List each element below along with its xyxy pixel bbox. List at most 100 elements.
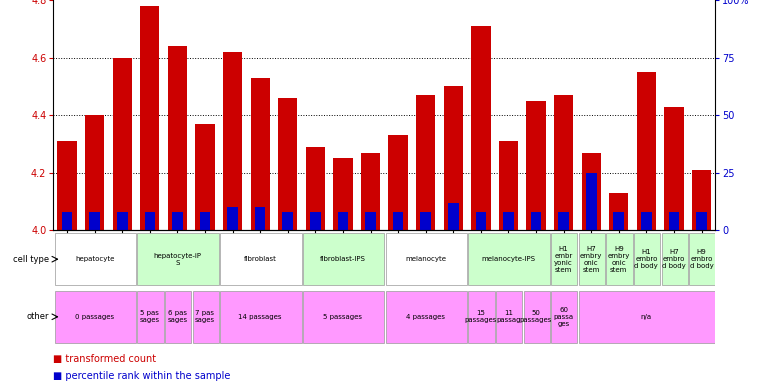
Bar — [303, 233, 384, 285]
Text: 50
passages: 50 passages — [520, 310, 552, 323]
Bar — [228, 207, 238, 230]
Bar — [530, 212, 541, 230]
Bar — [278, 98, 298, 230]
Bar — [692, 170, 712, 230]
Text: H7
embro
d body: H7 embro d body — [662, 249, 686, 269]
Bar — [498, 141, 518, 230]
Bar — [310, 212, 320, 230]
Bar — [527, 101, 546, 230]
Bar — [338, 212, 349, 230]
Bar — [579, 233, 605, 285]
Bar — [664, 107, 683, 230]
Bar — [469, 233, 549, 285]
Bar — [609, 193, 629, 230]
Bar — [89, 212, 100, 230]
Bar — [145, 212, 155, 230]
Bar — [85, 115, 104, 230]
Bar — [386, 233, 467, 285]
Bar — [448, 203, 459, 230]
Text: hepatocyte: hepatocyte — [75, 256, 114, 262]
Bar — [220, 233, 301, 285]
Text: H9
embro
d body: H9 embro d body — [689, 249, 713, 269]
Bar — [62, 212, 72, 230]
Bar — [138, 291, 164, 343]
Text: H7
embry
onic
stem: H7 embry onic stem — [580, 246, 603, 273]
Text: 0 passages: 0 passages — [75, 314, 114, 320]
Text: cell type: cell type — [14, 255, 49, 264]
Bar — [586, 173, 597, 230]
Text: ■ transformed count: ■ transformed count — [53, 354, 157, 364]
Bar — [113, 58, 132, 230]
Text: 60
passa
ges: 60 passa ges — [553, 307, 574, 327]
Bar — [469, 291, 495, 343]
Bar — [55, 291, 136, 343]
Bar — [476, 212, 486, 230]
Bar — [551, 233, 578, 285]
Bar — [388, 135, 408, 230]
Bar — [524, 291, 549, 343]
Bar — [444, 86, 463, 230]
Bar — [282, 212, 293, 230]
Text: H9
embry
onic
stem: H9 embry onic stem — [607, 246, 630, 273]
Bar — [641, 212, 651, 230]
Text: 4 passages: 4 passages — [406, 314, 445, 320]
Bar — [172, 212, 183, 230]
Bar — [55, 233, 136, 285]
Text: melanocyte: melanocyte — [405, 256, 446, 262]
Text: H1
embro
d body: H1 embro d body — [635, 249, 658, 269]
Bar — [634, 233, 660, 285]
Text: 7 pas
sages: 7 pas sages — [195, 310, 215, 323]
Bar — [579, 291, 715, 343]
Text: melanocyte-IPS: melanocyte-IPS — [482, 256, 536, 262]
Text: ■ percentile rank within the sample: ■ percentile rank within the sample — [53, 371, 231, 381]
Bar — [250, 78, 270, 230]
Text: hepatocyte-iP
S: hepatocyte-iP S — [154, 253, 202, 266]
Bar — [416, 95, 435, 230]
Text: 6 pas
sages: 6 pas sages — [167, 310, 187, 323]
Bar — [365, 212, 376, 230]
Bar — [117, 212, 128, 230]
Bar — [386, 291, 467, 343]
Bar — [255, 207, 266, 230]
Bar — [551, 291, 578, 343]
Bar — [607, 233, 632, 285]
Bar — [333, 158, 352, 230]
Bar — [57, 141, 77, 230]
Bar — [420, 212, 431, 230]
Bar — [393, 212, 403, 230]
Text: 11
passag: 11 passag — [496, 310, 521, 323]
Bar — [637, 72, 656, 230]
Bar — [613, 212, 624, 230]
Bar — [503, 212, 514, 230]
Bar — [140, 6, 160, 230]
Bar — [471, 26, 491, 230]
Bar — [223, 52, 242, 230]
Text: n/a: n/a — [641, 314, 652, 320]
Bar — [199, 212, 210, 230]
Bar — [496, 291, 522, 343]
Text: 5 passages: 5 passages — [323, 314, 362, 320]
Bar — [581, 153, 601, 230]
Bar — [689, 233, 715, 285]
Text: H1
embr
yonic
stem: H1 embr yonic stem — [554, 246, 573, 273]
Bar — [306, 147, 325, 230]
Bar — [554, 95, 573, 230]
Bar — [361, 153, 380, 230]
Bar — [661, 233, 688, 285]
Bar — [193, 291, 219, 343]
Bar — [196, 124, 215, 230]
Text: 15
passages: 15 passages — [465, 310, 497, 323]
Bar — [220, 291, 301, 343]
Bar — [303, 291, 384, 343]
Bar — [696, 212, 707, 230]
Bar — [669, 212, 680, 230]
Text: fibroblast-IPS: fibroblast-IPS — [320, 256, 366, 262]
Text: other: other — [27, 312, 49, 321]
Bar — [167, 46, 187, 230]
Text: fibroblast: fibroblast — [244, 256, 276, 262]
Text: 5 pas
sages: 5 pas sages — [140, 310, 160, 323]
Bar — [138, 233, 219, 285]
Bar — [559, 212, 569, 230]
Bar — [165, 291, 191, 343]
Text: 14 passages: 14 passages — [238, 314, 282, 320]
